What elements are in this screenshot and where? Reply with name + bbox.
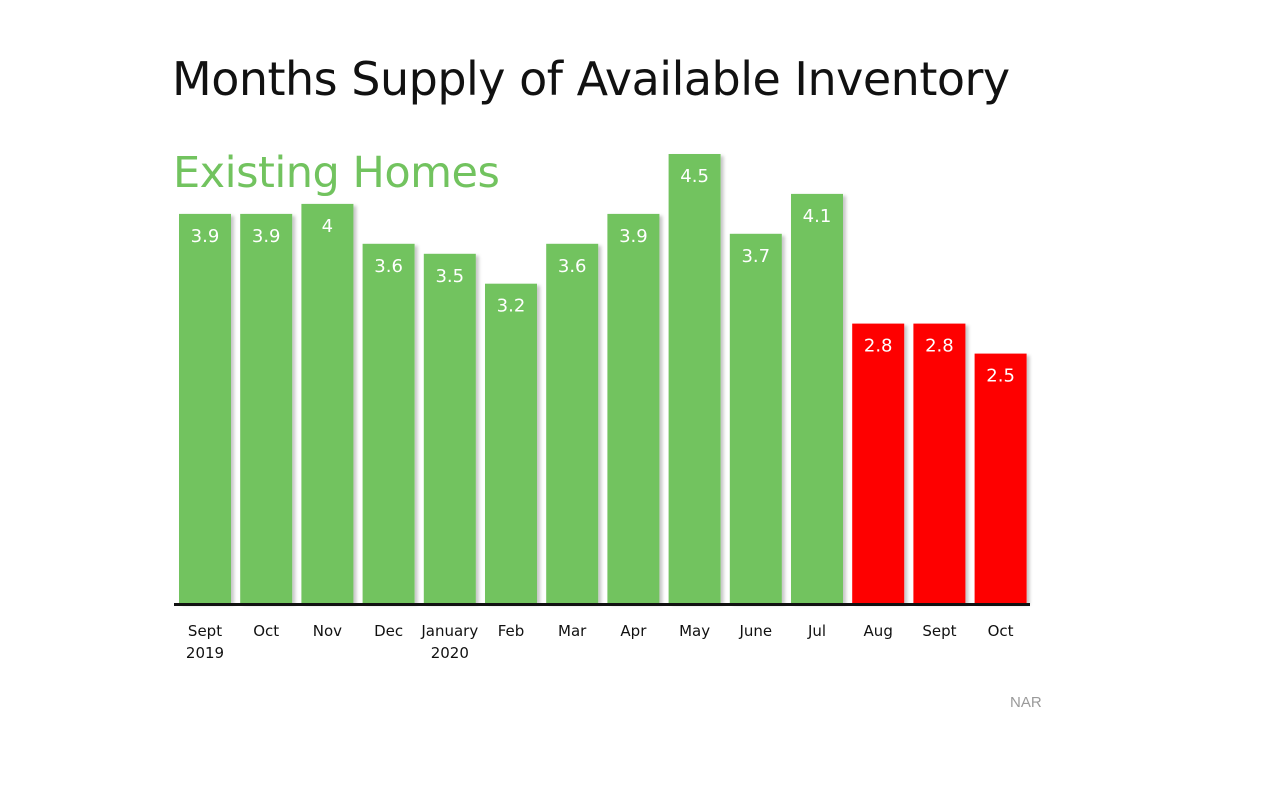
bar-1 [240, 213, 293, 603]
source-label: NAR [1010, 694, 1042, 711]
bar-value-label-6: 3.6 [558, 256, 587, 277]
bar-value-label-1: 3.9 [252, 226, 281, 247]
x-tick-label-4: January [420, 622, 478, 640]
bar-5 [485, 283, 537, 603]
bar-9 [729, 233, 782, 604]
bar-value-label-12: 2.8 [925, 336, 954, 357]
bar-value-label-5: 3.2 [497, 296, 526, 317]
x-tick-label-10: Jul [807, 622, 826, 640]
bar-value-label-10: 4.1 [803, 206, 832, 227]
x-tick-label-1: Oct [253, 622, 279, 640]
bar-value-label-3: 3.6 [374, 256, 403, 277]
tick-labels-layer: Sept 2019 Oct Nov Dec January 2020 Feb Mar Apr May… [186, 622, 1014, 662]
bar-10 [791, 193, 843, 603]
bar-value-label-0: 3.9 [191, 226, 220, 247]
x-tick-label-5: Feb [498, 622, 525, 640]
bar-labels-layer: 3.9 3.9 4 3.6 3.5 3.2 3.6 3.9 4.5 3.7 4.1 2.8 2.8 2.5 [191, 166, 1015, 387]
bar-2 [301, 203, 354, 603]
bar-value-label-4: 3.5 [435, 266, 464, 287]
bar-7 [607, 213, 660, 603]
x-tick-label-6: Mar [558, 622, 587, 640]
chart-subtitle: Existing Homes [173, 148, 500, 198]
bar-value-label-2: 4 [322, 216, 333, 237]
bar-value-label-8: 4.5 [680, 166, 709, 187]
x-tick-label-9: June [738, 622, 772, 640]
bar-value-label-9: 3.7 [741, 246, 770, 267]
bar-8 [668, 154, 721, 603]
bar-value-label-7: 3.9 [619, 226, 648, 247]
x-tick-label-11: Aug [864, 622, 893, 640]
x-tick-label-7: Apr [620, 622, 647, 640]
chart-title: Months Supply of Available Inventory [172, 52, 1010, 106]
bar-0 [179, 213, 231, 603]
x-tick-label-12: Sept [922, 622, 956, 640]
bar-value-label-13: 2.5 [986, 366, 1015, 387]
x-tick-label-0-line2: 2019 [186, 644, 224, 662]
bar-3 [362, 243, 415, 604]
bars-layer [179, 154, 1027, 604]
bar-11 [852, 323, 905, 603]
x-tick-label-8: May [679, 622, 710, 640]
bar-6 [546, 243, 599, 604]
x-tick-label-2: Nov [313, 622, 342, 640]
bar-value-label-11: 2.8 [864, 336, 893, 357]
x-tick-label-3: Dec [374, 622, 403, 640]
x-tick-label-0: Sept [188, 622, 222, 640]
x-tick-label-4-line2: 2020 [431, 644, 469, 662]
bar-12 [913, 323, 966, 603]
bar-13 [974, 353, 1027, 603]
bar-4 [423, 253, 476, 604]
x-tick-label-13: Oct [988, 622, 1014, 640]
